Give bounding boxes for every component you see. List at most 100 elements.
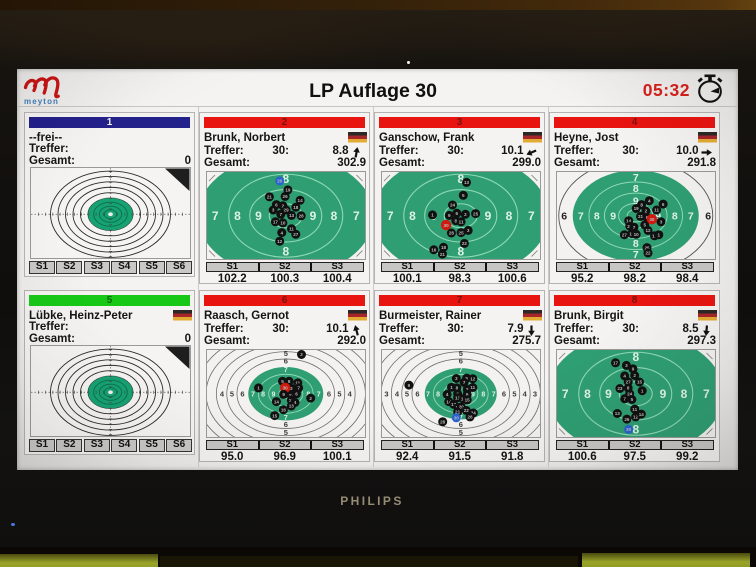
svg-text:4: 4 — [220, 389, 225, 398]
svg-text:1: 1 — [450, 384, 453, 389]
svg-text:10: 10 — [634, 232, 640, 237]
svg-text:5: 5 — [281, 379, 284, 384]
svg-text:9: 9 — [655, 210, 661, 222]
svg-text:13: 13 — [289, 213, 295, 218]
svg-text:12: 12 — [470, 376, 476, 381]
svg-text:3: 3 — [660, 219, 663, 224]
svg-text:8: 8 — [261, 391, 265, 398]
svg-text:8: 8 — [457, 244, 464, 258]
svg-text:6: 6 — [295, 391, 298, 396]
svg-text:1: 1 — [431, 212, 434, 217]
svg-text:8: 8 — [234, 209, 241, 223]
svg-text:7: 7 — [688, 210, 694, 222]
svg-text:27: 27 — [622, 232, 628, 237]
svg-text:30: 30 — [649, 216, 655, 221]
svg-text:5: 5 — [465, 375, 468, 380]
svg-text:5: 5 — [459, 350, 463, 358]
svg-text:3: 3 — [467, 228, 470, 233]
svg-text:8: 8 — [455, 218, 458, 223]
svg-text:4: 4 — [348, 389, 353, 398]
svg-text:9: 9 — [485, 209, 492, 223]
svg-text:8: 8 — [409, 209, 416, 223]
svg-text:5: 5 — [405, 389, 409, 398]
svg-text:27: 27 — [293, 232, 299, 237]
svg-text:4: 4 — [446, 392, 449, 397]
svg-text:6: 6 — [415, 389, 419, 398]
svg-text:6: 6 — [502, 389, 506, 398]
svg-text:8: 8 — [594, 210, 600, 222]
svg-text:1: 1 — [658, 232, 661, 237]
svg-text:17: 17 — [613, 360, 619, 365]
svg-text:8: 8 — [633, 183, 639, 195]
svg-text:25: 25 — [459, 230, 465, 235]
svg-text:16: 16 — [281, 407, 287, 412]
svg-text:17: 17 — [273, 219, 279, 224]
svg-text:12: 12 — [633, 414, 639, 419]
svg-text:7: 7 — [459, 367, 463, 374]
svg-text:7: 7 — [212, 209, 219, 223]
svg-text:7: 7 — [353, 209, 360, 223]
svg-text:5: 5 — [644, 222, 647, 227]
svg-text:7: 7 — [633, 249, 639, 259]
svg-text:11: 11 — [470, 385, 475, 390]
svg-text:1: 1 — [641, 388, 644, 393]
svg-text:7: 7 — [492, 391, 496, 398]
svg-text:6: 6 — [459, 420, 463, 429]
svg-text:14: 14 — [298, 198, 304, 203]
svg-text:8: 8 — [633, 237, 639, 249]
svg-text:9: 9 — [310, 209, 317, 223]
svg-text:5: 5 — [459, 428, 463, 437]
svg-text:15: 15 — [465, 397, 471, 402]
svg-text:15: 15 — [637, 379, 643, 384]
svg-text:6: 6 — [561, 210, 567, 222]
svg-text:30: 30 — [444, 222, 450, 227]
svg-text:3: 3 — [625, 363, 628, 368]
svg-text:6: 6 — [705, 210, 711, 222]
svg-text:9: 9 — [255, 209, 262, 223]
svg-text:19: 19 — [285, 187, 291, 192]
svg-text:14: 14 — [446, 399, 452, 404]
svg-text:8: 8 — [481, 391, 485, 398]
svg-text:14: 14 — [626, 218, 632, 223]
svg-text:19: 19 — [634, 206, 640, 211]
svg-text:9: 9 — [660, 387, 667, 401]
svg-text:7: 7 — [578, 210, 584, 222]
svg-text:27: 27 — [626, 379, 632, 384]
svg-text:11: 11 — [459, 219, 464, 224]
svg-text:13: 13 — [464, 180, 470, 185]
svg-text:28: 28 — [440, 419, 446, 424]
svg-text:3: 3 — [272, 207, 275, 212]
svg-text:21: 21 — [638, 214, 644, 219]
svg-text:3: 3 — [384, 389, 388, 398]
svg-text:7: 7 — [251, 391, 255, 398]
svg-text:12: 12 — [645, 228, 651, 233]
svg-text:7: 7 — [284, 367, 288, 374]
svg-text:30: 30 — [283, 385, 289, 390]
svg-text:1: 1 — [257, 385, 260, 390]
svg-text:meyton: meyton — [24, 97, 59, 106]
svg-text:11: 11 — [632, 406, 637, 411]
svg-text:2: 2 — [464, 212, 467, 217]
svg-text:7: 7 — [297, 385, 300, 390]
svg-text:22: 22 — [464, 408, 470, 413]
svg-text:2: 2 — [300, 352, 303, 357]
svg-text:20: 20 — [277, 178, 283, 183]
svg-text:8: 8 — [506, 209, 513, 223]
svg-text:15: 15 — [272, 413, 278, 418]
svg-text:8: 8 — [672, 210, 678, 222]
svg-text:7: 7 — [633, 172, 639, 184]
svg-text:24: 24 — [471, 410, 477, 415]
svg-text:28: 28 — [449, 230, 455, 235]
svg-text:7: 7 — [463, 380, 466, 385]
svg-text:9: 9 — [282, 392, 285, 397]
svg-text:7: 7 — [633, 224, 636, 229]
svg-text:20: 20 — [459, 404, 465, 409]
svg-text:14: 14 — [639, 411, 645, 416]
svg-text:6: 6 — [459, 356, 463, 365]
svg-text:4: 4 — [648, 198, 651, 203]
svg-text:8: 8 — [681, 387, 688, 401]
svg-text:8: 8 — [627, 385, 630, 390]
svg-text:14: 14 — [274, 399, 280, 404]
svg-text:13: 13 — [289, 403, 295, 408]
svg-text:9: 9 — [272, 391, 276, 398]
